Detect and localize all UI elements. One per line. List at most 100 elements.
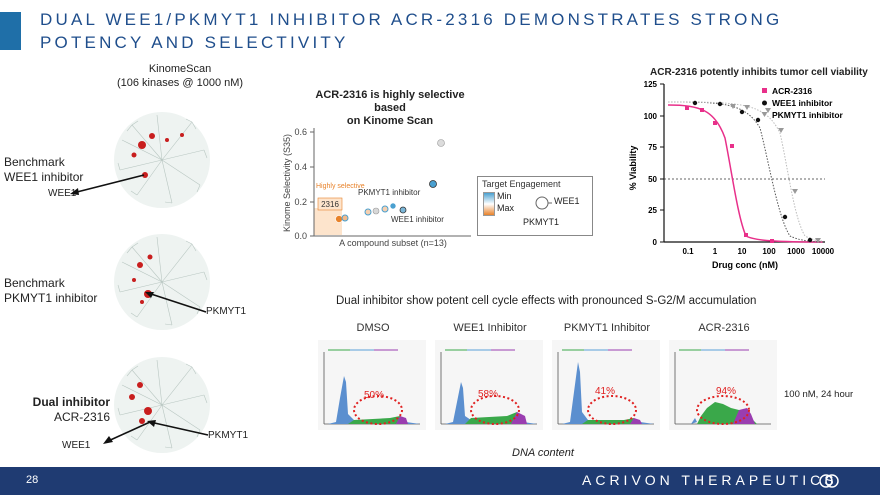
vx-tick-2: 10 — [738, 247, 747, 256]
footer-bar — [0, 467, 880, 495]
pk-pt-6 — [815, 238, 821, 243]
flow-title-acr2316: ACR-2316 — [698, 322, 750, 334]
legend-pkmyt1: PKMYT1 — [523, 217, 560, 227]
pk-pt-1 — [730, 104, 736, 109]
scatter-title-line1: ACR-2316 is highly selective based — [315, 89, 465, 114]
viability-chart: 125 100 75 50 25 0 % Viability 0.1 1 10 … — [628, 80, 844, 270]
kinome-header-line2: (106 kinases @ 1000 nM) — [116, 77, 244, 89]
wee1-pt-4 — [755, 117, 761, 123]
vy-tick-5: 0 — [653, 238, 658, 247]
vy-tick-3: 50 — [648, 175, 657, 184]
legend-max: Max — [497, 203, 515, 213]
vx-tick-1: 1 — [713, 247, 718, 256]
vy-tick-4: 25 — [648, 206, 657, 215]
kinome-target-pkmyt1-2: PKMYT1 — [206, 306, 247, 317]
kinome-header: KinomeScan (106 kinases @ 1000 nM) — [90, 62, 270, 90]
flow-title-dmso: DMSO — [356, 322, 390, 334]
y-tick-3: 0.0 — [294, 231, 307, 241]
flow-pct-acr2316: 94% — [716, 386, 737, 397]
scatter-title: ACR-2316 is highly selective based on Ki… — [300, 89, 480, 128]
point-c — [364, 208, 372, 216]
legend-title: Target Engagement — [482, 179, 561, 189]
wee1-pt-2 — [717, 101, 723, 107]
pk-pt-3 — [765, 108, 771, 113]
kinome-target-wee1-1: WEE1 — [48, 188, 77, 199]
kinome-label-3-line2: ACR-2316 — [53, 410, 110, 424]
kinome-label-1-line2: WEE1 inhibitor — [4, 170, 84, 184]
vx-tick-5: 10000 — [812, 247, 835, 256]
legend-mark-wee1 — [762, 100, 767, 106]
flow-title-pkmyt1: PKMYT1 Inhibitor — [563, 322, 651, 334]
curve-acr2316 — [667, 104, 824, 243]
wee1-pt-5 — [782, 214, 788, 220]
annotation-pkmyt1-inhibitor: PKMYT1 inhibitor — [358, 188, 421, 197]
flow-histogram-pkmyt1 — [552, 340, 660, 430]
vx-tick-4: 1000 — [787, 247, 805, 256]
point-h — [429, 180, 437, 188]
pk-pt-4 — [778, 128, 784, 133]
point-acr2316 — [335, 215, 343, 223]
kinome-label-3-line1: Dual inhibitor — [32, 395, 110, 409]
pk-pt-2 — [744, 105, 750, 110]
cellcycle-condition: 100 nM, 24 hour — [784, 389, 854, 400]
kinome-label-2: Benchmark PKMYT1 inhibitor — [4, 276, 114, 306]
curve-wee1 — [667, 101, 824, 243]
annotation-wee1-inhibitor: WEE1 inhibitor — [391, 215, 444, 224]
annotation-2316: 2316 — [321, 200, 339, 209]
vy-tick-1: 100 — [644, 112, 658, 121]
viability-title: ACR-2316 potently inhibits tumor cell vi… — [650, 67, 868, 78]
legend-gradient — [483, 192, 495, 216]
point-d — [372, 207, 380, 215]
scatter-y-label: Kinome Selectivity (S35) — [282, 134, 292, 232]
y-tick-1: 0.4 — [294, 162, 307, 172]
viability-x-label: Drug conc (nM) — [712, 260, 778, 270]
arrow-pkmyt1-2 — [145, 292, 207, 313]
kinome-label-2-line2: PKMYT1 inhibitor — [4, 291, 98, 305]
target-engagement-legend: Target Engagement Min Max WEE1 PKMYT1 — [477, 176, 593, 236]
point-b — [341, 214, 349, 222]
acr-pt-3 — [713, 121, 717, 125]
arrow-wee1-1 — [70, 174, 145, 195]
acr-pt-6 — [770, 239, 774, 243]
legend-pkmyt1-inhibitor: PKMYT1 inhibitor — [772, 110, 844, 120]
dna-content-label: DNA content — [512, 447, 574, 459]
point-i — [437, 139, 445, 147]
vx-tick-0: 0.1 — [682, 247, 694, 256]
kinome-tree-wee1-benchmark — [114, 112, 210, 208]
kinome-label-2-line1: Benchmark — [4, 276, 65, 290]
kinome-target-pkmyt1-3: PKMYT1 — [208, 430, 249, 441]
acr-pt-1 — [685, 106, 689, 110]
title-accent-bar — [0, 12, 21, 50]
kinome-tree-dual-acr2316 — [114, 357, 210, 453]
scatter-x-label: A compound subset (n=13) — [339, 238, 447, 248]
legend-mark-acr2316 — [762, 88, 767, 93]
flow-histogram-acr2316 — [669, 340, 777, 430]
scatter-title-line2: on Kinome Scan — [346, 115, 434, 127]
flow-pct-dmso: 50% — [364, 390, 385, 401]
point-pkmyt1 — [381, 205, 389, 213]
point-f — [389, 202, 397, 210]
legend-min: Min — [497, 191, 512, 201]
vy-tick-0: 125 — [644, 80, 658, 89]
curve-pkmyt1 — [667, 101, 824, 242]
pk-pt-5 — [792, 189, 798, 194]
selectivity-scatter-chart: 0.6 0.4 0.2 0.0 Kinome Selectivity (S35)… — [282, 127, 471, 248]
flow-histogram-dmso — [318, 340, 426, 430]
wee1-pt-6 — [807, 237, 813, 243]
vx-tick-3: 100 — [762, 247, 776, 256]
acr-pt-4 — [730, 144, 734, 148]
y-tick-2: 0.2 — [294, 197, 307, 207]
kinome-target-wee1-3: WEE1 — [62, 440, 91, 451]
acrivon-logo-icon — [819, 474, 839, 488]
acr-pt-5 — [744, 233, 748, 237]
arrows-dual-3 — [103, 420, 209, 444]
y-tick-0: 0.6 — [294, 127, 307, 137]
highly-selective-label: Highly selective — [316, 183, 365, 190]
slide-title: DUAL WEE1/PKMYT1 INHIBITOR ACR-2316 DEMO… — [40, 10, 783, 52]
vy-tick-2: 75 — [648, 143, 657, 152]
wee1-pt-3 — [739, 109, 745, 115]
legend-target-icon — [535, 196, 552, 210]
kinome-header-line1: KinomeScan — [148, 63, 212, 75]
acr-pt-2 — [700, 108, 704, 112]
wee1-pt-1 — [692, 100, 698, 106]
